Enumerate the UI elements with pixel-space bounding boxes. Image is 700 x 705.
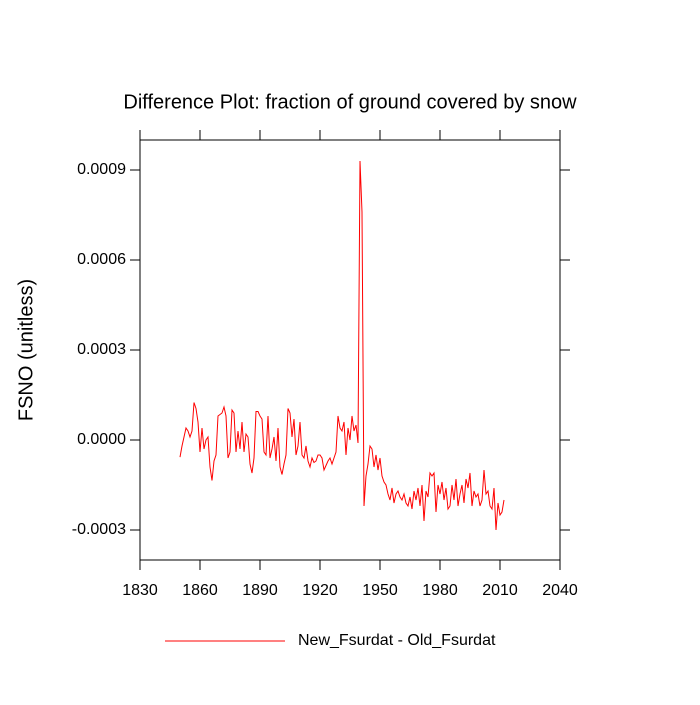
- plot-frame: [139, 139, 561, 561]
- data-line: [179, 160, 505, 531]
- x-tick-label: 2040: [542, 582, 578, 599]
- x-tick-label: 1860: [182, 582, 218, 599]
- y-tick-label: 0.0006: [77, 251, 126, 268]
- x-tick-label: 1950: [362, 582, 398, 599]
- y-tick-label: 0.0000: [77, 431, 126, 448]
- x-tick-label: 1830: [122, 582, 158, 599]
- y-tick-label: -0.0003: [72, 521, 126, 538]
- chart-title: Difference Plot: fraction of ground cove…: [123, 91, 577, 113]
- y-tick-label: 0.0003: [77, 341, 126, 358]
- y-tick-label: 0.0009: [77, 161, 126, 178]
- legend-label: New_Fsurdat - Old_Fsurdat: [298, 632, 496, 649]
- y-axis-label: FSNO (unitless): [15, 279, 37, 421]
- x-tick-label: 2010: [482, 582, 518, 599]
- x-tick-label: 1890: [242, 582, 278, 599]
- x-tick-label: 1980: [422, 582, 458, 599]
- x-tick-label: 1920: [302, 582, 338, 599]
